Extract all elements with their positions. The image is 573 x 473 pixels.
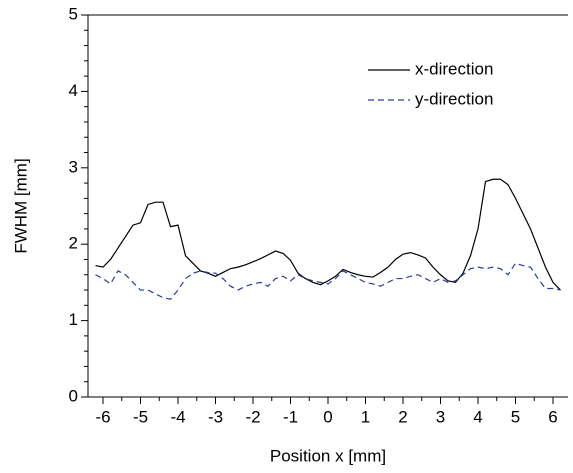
x-tick-label: 0 <box>323 407 332 426</box>
y-tick-label: 2 <box>69 234 78 253</box>
x-tick-label: 5 <box>511 407 520 426</box>
y-tick-label: 3 <box>69 157 78 176</box>
x-tick-label: 3 <box>436 407 445 426</box>
x-tick-label: 6 <box>548 407 557 426</box>
line-series <box>95 178 561 291</box>
y-tick-label: 1 <box>69 310 78 329</box>
x-axis-label: Position x [mm] <box>270 446 386 465</box>
x-tick-label: -2 <box>245 407 260 426</box>
x-tick-label: -6 <box>95 407 110 426</box>
legend-label: x-direction <box>415 59 493 78</box>
x-tick-label: -1 <box>283 407 298 426</box>
x-tick-label: -5 <box>133 407 148 426</box>
y-tick-label: 4 <box>69 81 78 100</box>
x-tick-label: 1 <box>361 407 370 426</box>
x-tick-label: 2 <box>398 407 407 426</box>
x-tick-label: 4 <box>473 407 482 426</box>
x-tick-label: -3 <box>208 407 223 426</box>
y-tick-label: 5 <box>69 4 78 23</box>
line-series <box>95 262 561 300</box>
x-tick-label: -4 <box>170 407 185 426</box>
y-axis-label: FWHM [mm] <box>11 158 30 253</box>
legend-label: y-direction <box>415 89 493 108</box>
y-tick-label: 0 <box>69 386 78 405</box>
